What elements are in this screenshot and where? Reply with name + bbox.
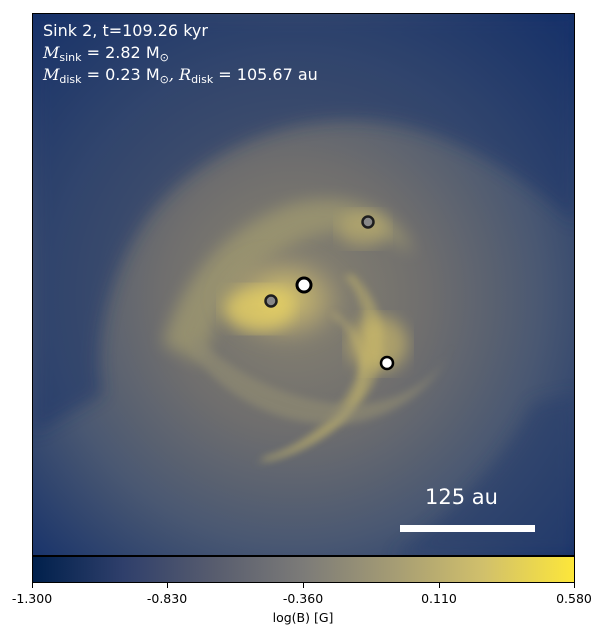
scale-bar-label: 125 au <box>425 485 498 509</box>
colorbar-tick <box>32 583 33 588</box>
colorbar-tick-label: -0.360 <box>282 591 324 606</box>
mdisk-unit-sub: ⊙ <box>159 73 169 86</box>
sink-time-text: Sink 2, t=109.26 kyr <box>43 21 208 40</box>
sink-time-label: Sink 2, t=109.26 kyr <box>43 20 208 42</box>
msink-unit-sub: ⊙ <box>159 51 169 64</box>
colorbar-tick-label: 0.580 <box>556 591 592 606</box>
msink-sub: sink <box>59 51 82 64</box>
sink-1 <box>361 215 375 229</box>
colorbar-tick-label: 0.110 <box>421 591 457 606</box>
mdisk-sub: disk <box>59 73 82 86</box>
colorbar-tick <box>303 583 304 588</box>
colorbar-label: log(B) [G] <box>272 610 334 625</box>
sink-2 <box>295 276 313 294</box>
rdisk-sub: disk <box>191 73 214 86</box>
rdisk-value: = 105.67 au <box>213 65 318 84</box>
colorbar-tick-label: -1.300 <box>11 591 53 606</box>
msink-value: = 2.82 M <box>81 43 160 62</box>
disk-label: Mdisk = 0.23 M⊙, Rdisk = 105.67 au <box>43 64 318 91</box>
colorbar-tick <box>574 583 575 588</box>
rdisk-symbol: , R <box>168 65 192 84</box>
sink-4 <box>379 355 395 371</box>
magnetic-field-map <box>32 13 575 556</box>
colorbar-tick-label: -0.830 <box>146 591 188 606</box>
sink-mass-label: Msink = 2.82 M⊙ <box>43 42 169 69</box>
colorbar <box>32 556 575 583</box>
msink-symbol: M <box>43 43 60 62</box>
colorbar-tick <box>439 583 440 588</box>
sink-3 <box>264 294 278 308</box>
mdisk-symbol: M <box>43 65 60 84</box>
mdisk-value: = 0.23 M <box>81 65 160 84</box>
scale-bar <box>400 525 535 532</box>
colorbar-tick <box>167 583 168 588</box>
